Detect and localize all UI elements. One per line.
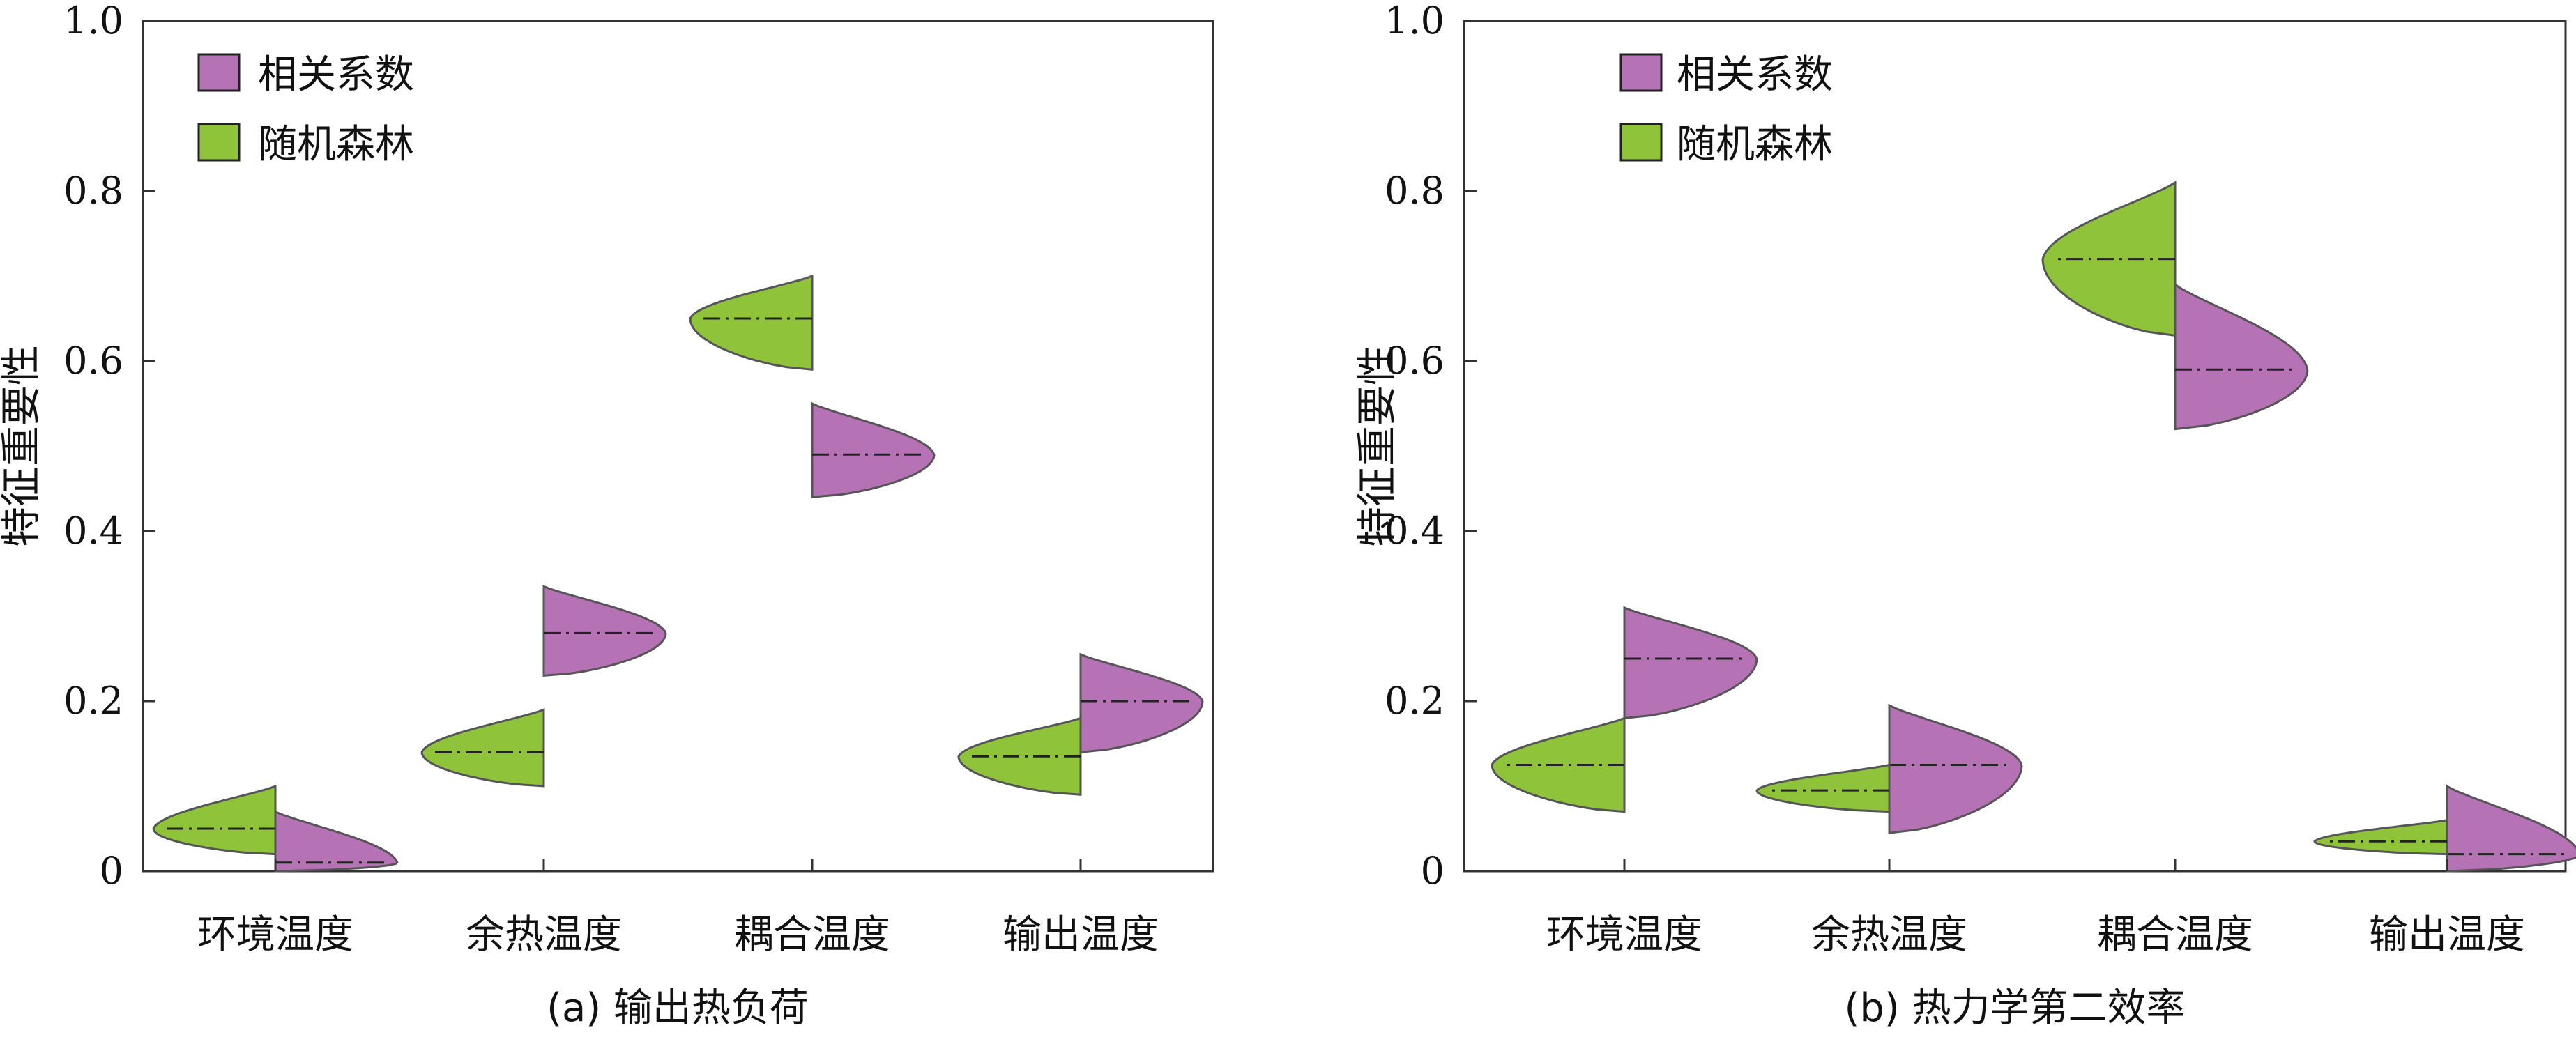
legend-label-correlation: 相关系数	[1677, 52, 1833, 98]
violin-half-random-forest	[1755, 763, 1891, 813]
violin-half-correlation	[274, 810, 399, 873]
x-tick-label: 输出温度	[2369, 912, 2525, 958]
violin-half-correlation	[811, 401, 936, 498]
y-axis-ticks: 0 0.2 0.4 0.6 0.8 1.0	[1385, 0, 1477, 893]
x-tick-label: 余热温度	[466, 912, 622, 958]
x-tick-label: 耦合温度	[2097, 912, 2253, 958]
legend-label-random-forest: 随机森林	[258, 122, 414, 167]
y-tick-label: 0.8	[63, 169, 123, 213]
legend-swatch-correlation	[1619, 53, 1663, 92]
violin-half-random-forest	[420, 708, 545, 788]
legend-swatch-correlation	[197, 53, 241, 92]
plot-frame	[142, 20, 1214, 873]
y-tick-label: 1.0	[1385, 0, 1445, 43]
legend-swatch-random-forest	[197, 123, 241, 162]
y-tick-label: 0	[1421, 849, 1445, 893]
violin-half-correlation	[1079, 652, 1204, 753]
violin-half-random-forest	[152, 784, 277, 856]
y-tick-label: 0.4	[63, 509, 123, 553]
y-tick-label: 0.8	[1385, 169, 1445, 213]
chart-caption: (b) 热力学第二效率	[1844, 985, 2185, 1031]
y-axis-label: 特征重要性	[0, 345, 45, 547]
violin-half-random-forest	[689, 274, 814, 371]
y-tick-label: 0.6	[1385, 339, 1445, 383]
chart-panel-b: 00.20.40.60.81.0 特征重要性 环境温度 余热温度 耦合温度 输出温度 …	[1353, 0, 2576, 1031]
x-tick-label: 耦合温度	[734, 912, 890, 958]
x-axis-ticks: 环境温度 余热温度 耦合温度 输出温度	[197, 859, 1159, 958]
y-axis-ticks: 0 0.2 0.4 0.6 0.8 1.0	[63, 0, 155, 893]
y-tick-label: 0.6	[63, 339, 123, 383]
violin-half-random-forest	[2313, 819, 2448, 856]
violins	[1491, 181, 2576, 873]
violin-half-random-forest	[957, 716, 1082, 796]
y-tick-label: 0.2	[1385, 679, 1445, 723]
y-tick-label: 0.2	[63, 679, 123, 723]
chart-panel-a: 00.20.40.60.81.0 特征重要性 环境温度 余热温度 耦合温度 输出温度 …	[0, 0, 1214, 1031]
y-tick-label: 0	[100, 849, 123, 893]
chart-caption: (a) 输出热负荷	[547, 985, 809, 1031]
x-tick-label: 环境温度	[197, 912, 353, 958]
legend-label-random-forest: 随机森林	[1677, 122, 1833, 167]
legend: 相关系数 随机森林	[197, 52, 414, 167]
plot-frame	[1463, 20, 2567, 873]
y-axis-label: 特征重要性	[1353, 345, 1401, 547]
violin-half-correlation	[2174, 282, 2309, 431]
x-tick-label: 输出温度	[1003, 912, 1159, 958]
x-axis-ticks: 环境温度 余热温度 耦合温度 输出温度	[1546, 859, 2525, 958]
violins	[152, 274, 1204, 873]
y-tick-label: 1.0	[63, 0, 123, 43]
legend: 相关系数 随机森林	[1619, 52, 1833, 167]
y-tick-label: 0.4	[1385, 509, 1445, 553]
violin-half-correlation	[1888, 703, 2023, 834]
legend-swatch-random-forest	[1619, 123, 1663, 162]
violin-half-correlation	[542, 585, 667, 677]
x-tick-label: 余热温度	[1811, 912, 1967, 958]
x-tick-label: 环境温度	[1546, 912, 1702, 958]
legend-label-correlation: 相关系数	[258, 52, 414, 98]
violin-half-correlation	[2446, 784, 2576, 873]
violin-half-correlation	[1623, 606, 1758, 720]
